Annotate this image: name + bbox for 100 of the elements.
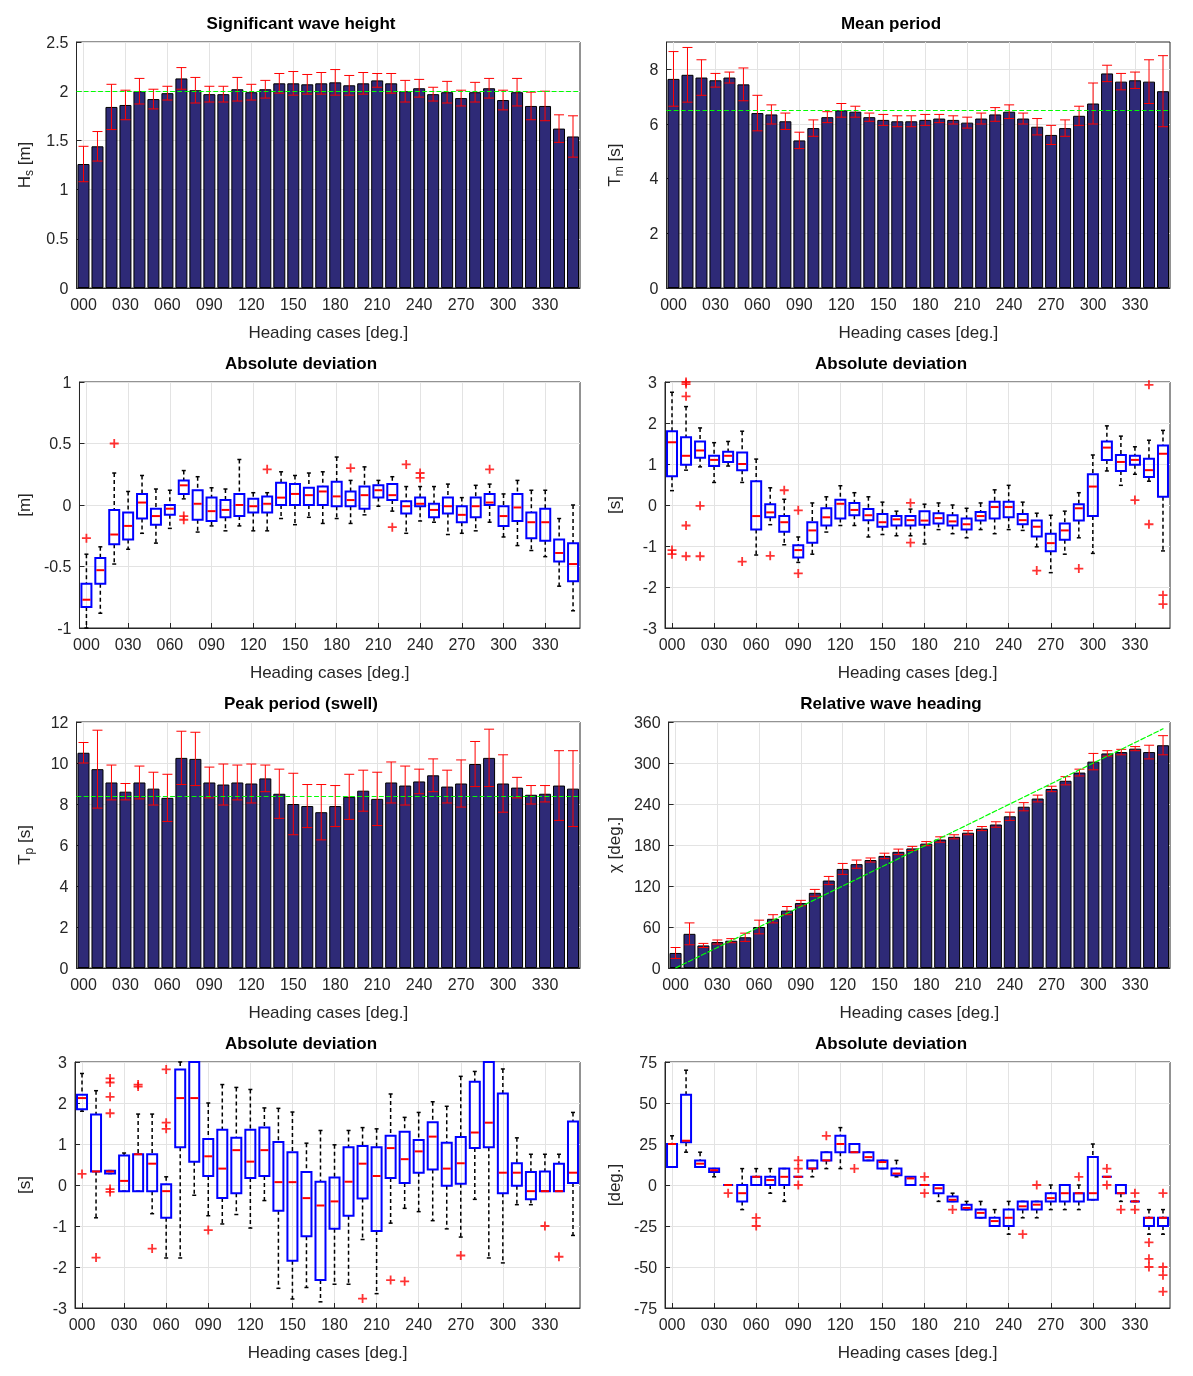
x-tick-label: 090 <box>198 635 225 653</box>
bar <box>567 136 580 288</box>
x-tick-label: 180 <box>321 295 349 313</box>
chart-title: Absolute deviation <box>814 1034 968 1053</box>
x-tick-label: 240 <box>405 1315 433 1333</box>
y-tick-label: 240 <box>633 795 661 813</box>
x-tick-label: 300 <box>489 1315 517 1333</box>
chart-title: Mean period <box>840 14 942 33</box>
x-tick-label: 330 <box>1121 635 1149 653</box>
x-tick-label: 120 <box>827 1315 854 1333</box>
bar <box>525 105 538 288</box>
bar <box>780 910 793 968</box>
bar <box>975 118 988 288</box>
bar <box>483 88 496 288</box>
x-axis-title: Heading cases [deg.] <box>839 1003 1000 1022</box>
x-tick-label: 150 <box>279 975 307 993</box>
x-tick-label: 270 <box>447 295 475 313</box>
x-tick-label: 120 <box>239 635 267 653</box>
x-tick-label: 330 <box>531 635 559 653</box>
y-tick-label: 4 <box>649 170 659 188</box>
bar <box>399 785 412 968</box>
y-tick-label: 1 <box>62 373 72 391</box>
x-tick-label: 090 <box>196 295 223 313</box>
bar <box>539 105 552 288</box>
bar <box>989 824 1002 968</box>
bar <box>739 937 752 968</box>
bar <box>427 775 440 968</box>
x-tick-label: 210 <box>363 1315 391 1333</box>
x-tick-label: 210 <box>953 635 981 653</box>
bar <box>413 88 426 288</box>
bar <box>920 843 933 968</box>
y-tick-label: 0 <box>648 496 658 514</box>
y-tick-label: 1 <box>648 455 658 473</box>
y-tick-label: 60 <box>642 918 661 936</box>
y-tick-label: -2 <box>52 1258 68 1276</box>
chart-title: Significant wave height <box>206 14 396 33</box>
x-axis-title: Heading cases [deg.] <box>838 323 999 342</box>
bar <box>753 927 766 968</box>
y-axis-title: Tp [s] <box>15 825 36 865</box>
x-tick-label: 000 <box>662 975 689 993</box>
y-tick-label: 180 <box>633 836 661 854</box>
x-tick-label: 210 <box>363 295 391 313</box>
bar <box>808 892 821 968</box>
bar <box>835 110 848 288</box>
y-tick-label: 0 <box>649 279 659 297</box>
x-axis-title: Heading cases [deg.] <box>248 323 409 342</box>
x-tick-label: 240 <box>405 295 433 313</box>
x-tick-label: 210 <box>363 975 391 993</box>
y-tick-label: 2 <box>58 1094 68 1112</box>
x-tick-label: 210 <box>365 635 392 653</box>
bar <box>553 785 566 968</box>
bar <box>905 121 918 288</box>
bar <box>934 839 947 968</box>
bar <box>1087 103 1100 288</box>
x-tick-label: 120 <box>237 975 265 993</box>
x-tick-label: 240 <box>406 635 434 653</box>
x-tick-label: 000 <box>70 975 97 993</box>
bar <box>385 83 398 288</box>
y-tick-label: 0 <box>59 279 69 297</box>
x-tick-label: 330 <box>1121 975 1149 993</box>
x-tick-label: 090 <box>787 975 815 993</box>
bar <box>1143 752 1156 968</box>
y-tick-label: 360 <box>633 713 661 731</box>
x-tick-label: 150 <box>871 975 898 993</box>
y-tick-label: 3 <box>648 373 658 391</box>
x-tick-label: 180 <box>912 975 940 993</box>
y-axis-title: Tm [s] <box>605 143 626 187</box>
bar <box>1129 748 1142 968</box>
y-tick-label: 1 <box>58 1135 68 1153</box>
y-tick-label: -3 <box>52 1299 68 1317</box>
x-tick-label: 030 <box>110 1315 138 1333</box>
x-tick-label: 090 <box>784 635 812 653</box>
x-tick-label: 120 <box>829 975 857 993</box>
x-tick-label: 270 <box>1037 635 1065 653</box>
x-tick-label: 330 <box>1121 1315 1149 1333</box>
x-axis-title: Heading cases [deg.] <box>837 1343 998 1362</box>
bar <box>849 111 862 288</box>
x-tick-label: 120 <box>827 295 855 313</box>
x-tick-label: 090 <box>196 975 223 993</box>
bar <box>989 114 1002 288</box>
x-tick-label: 300 <box>489 295 517 313</box>
x-tick-label: 270 <box>1037 1315 1065 1333</box>
bar <box>329 82 342 288</box>
y-axis-title: [m] <box>15 493 34 517</box>
x-tick-label: 060 <box>744 295 771 313</box>
x-tick-label: 090 <box>194 1315 222 1333</box>
bar <box>441 786 454 968</box>
bar <box>357 790 370 968</box>
x-tick-label: 300 <box>1079 295 1107 313</box>
x-tick-label: 120 <box>237 295 265 313</box>
bar <box>1003 816 1016 968</box>
y-tick-label: 2 <box>648 414 658 432</box>
y-tick-label: -25 <box>633 1217 658 1235</box>
x-axis-title: Heading cases [deg.] <box>837 663 998 682</box>
x-tick-label: 000 <box>660 295 687 313</box>
x-tick-label: 060 <box>156 635 184 653</box>
bar <box>1143 81 1156 288</box>
x-tick-label: 060 <box>742 635 770 653</box>
x-tick-label: 030 <box>700 635 728 653</box>
y-tick-label: 4 <box>59 877 69 895</box>
